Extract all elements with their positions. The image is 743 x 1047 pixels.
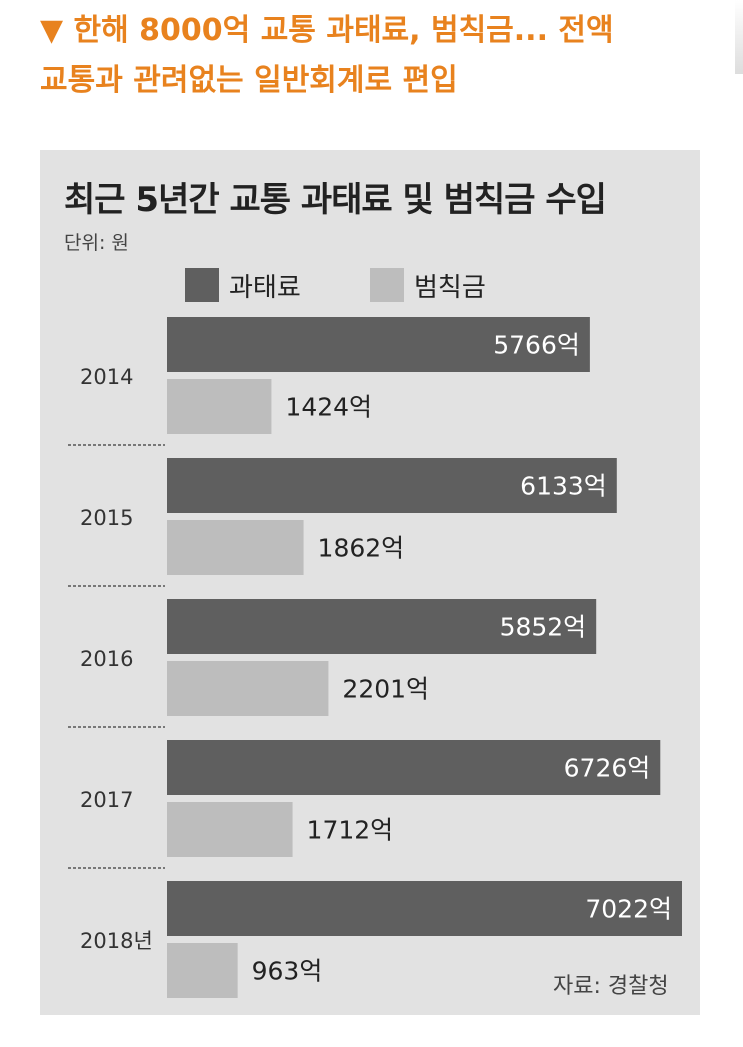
bar-chart: 5766억 1424억 2014 6133억 1862억 2015 5852억 2201억 20… — [68, 317, 682, 998]
legend-label-fine: 과태료 — [229, 272, 301, 303]
headline-line-2: 교통과 관려없는 일반회계로 편입 — [40, 63, 458, 98]
data-label-fine: 5852억 — [500, 613, 587, 642]
headline-line-1: ▼ 한해 8000억 교통 과태료, 범칙금... 전액 — [40, 13, 614, 48]
bar-penalty — [167, 661, 329, 716]
data-label-fine: 6726억 — [564, 754, 651, 783]
bar-fine — [167, 881, 682, 936]
category-label: 2018년 — [80, 929, 153, 953]
chart-title: 최근 5년간 교통 과태료 및 범칙금 수입 — [64, 180, 607, 220]
category-label: 2016 — [80, 647, 133, 671]
legend-item-penalty: 범칙금 — [370, 268, 486, 303]
chart-source: 자료: 경찰청 — [553, 974, 669, 999]
chart-panel: 최근 5년간 교통 과태료 및 범칙금 수입 단위: 원 과태료 범칙금 576… — [40, 150, 700, 1015]
data-label-fine: 6133억 — [520, 472, 607, 501]
category-label: 2015 — [80, 506, 133, 530]
bar-fine — [167, 458, 617, 513]
bar-penalty — [167, 520, 304, 575]
scroll-edge — [735, 0, 743, 74]
category-label: 2017 — [80, 788, 133, 812]
category-label: 2014 — [80, 365, 133, 389]
data-label-penalty: 1424억 — [285, 393, 372, 422]
data-label-penalty: 2201억 — [342, 675, 429, 704]
legend-swatch-fine — [185, 268, 219, 302]
data-label-penalty: 963억 — [252, 957, 323, 986]
legend-label-penalty: 범칙금 — [414, 272, 486, 303]
headline: ▼ 한해 8000억 교통 과태료, 범칙금... 전액 교통과 관려없는 일반… — [40, 6, 720, 106]
chart-unit: 단위: 원 — [64, 232, 129, 254]
legend-swatch-penalty — [370, 268, 404, 302]
bar-penalty — [167, 802, 293, 857]
data-label-fine: 7022억 — [585, 895, 672, 924]
bar-penalty — [167, 943, 238, 998]
data-label-penalty: 1862억 — [318, 534, 405, 563]
bar-fine — [167, 317, 590, 372]
bar-fine — [167, 599, 597, 654]
bar-fine — [167, 740, 661, 795]
data-label-penalty: 1712억 — [307, 816, 394, 845]
bar-penalty — [167, 379, 272, 434]
data-label-fine: 5766억 — [493, 331, 580, 360]
legend-item-fine: 과태료 — [185, 268, 301, 303]
